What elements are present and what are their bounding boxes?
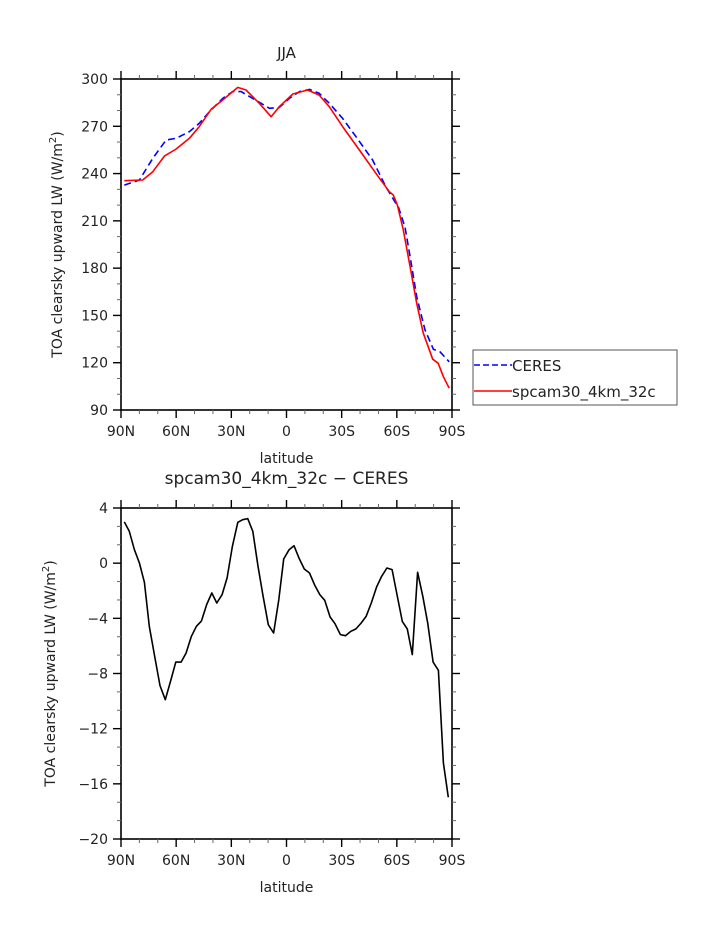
y-tick-label: −8	[87, 667, 108, 683]
series-line-spcam30-4km-32c	[124, 86, 450, 389]
legend-label: CERES	[512, 357, 561, 375]
y-axis-label-part: )	[50, 131, 66, 136]
x-tick-label: 60S	[383, 424, 410, 440]
y-axis-label: TOA clearsky upward LW (W/m2)	[41, 560, 59, 787]
x-tick-label: 30N	[217, 853, 245, 869]
x-tick-label: 30S	[328, 424, 355, 440]
series-line-difference	[123, 517, 450, 798]
plot-frame	[120, 507, 453, 840]
plot-1: JJA 90N 60N 30N 0 30S 60S 90S 90 120 150 180 210 240 2…	[48, 44, 678, 467]
y-tick-label: −20	[78, 832, 108, 848]
y-axis-label-part: TOA clearsky upward LW (W/m	[43, 572, 59, 788]
y-tick-label: 90	[90, 403, 108, 419]
x-tick-label: 30S	[328, 853, 355, 869]
y-axis-label-superscript: 2	[41, 566, 52, 572]
legend: CERES spcam30_4km_32c	[472, 349, 678, 406]
x-tick-label: 0	[282, 424, 291, 440]
y-tick-label: 0	[99, 556, 108, 572]
y-tick-label: 270	[81, 119, 108, 135]
x-axis-label: latitude	[260, 880, 314, 896]
y-axis-label-part: TOA clearsky upward LW (W/m	[50, 143, 66, 359]
chart-title: spcam30_4km_32c − CERES	[165, 469, 409, 489]
plot-2: spcam30_4km_32c − CERES 90N 60N 30N 0 30S 60S 9…	[41, 469, 465, 896]
y-tick-label: 180	[81, 261, 108, 277]
y-tick-label: 4	[99, 501, 108, 517]
x-tick-label: 60S	[383, 853, 410, 869]
y-axis-label-part: )	[43, 560, 59, 565]
legend-box	[472, 349, 678, 406]
x-tick-label: 60N	[162, 424, 190, 440]
x-tick-label: 60N	[162, 853, 190, 869]
y-tick-label: −12	[78, 722, 108, 738]
x-tick-label: 30N	[217, 424, 245, 440]
x-tick-label: 90S	[439, 853, 466, 869]
series-line-ceres	[124, 88, 450, 363]
y-tick-label: 120	[81, 356, 108, 372]
y-tick-label: −16	[78, 777, 108, 793]
y-tick-label: 150	[81, 308, 108, 324]
y-tick-label: 240	[81, 167, 108, 183]
x-axis-label: latitude	[260, 451, 314, 467]
x-tick-label: 0	[282, 853, 291, 869]
y-axis-label-superscript: 2	[48, 137, 59, 143]
y-tick-label: 300	[81, 72, 108, 88]
x-tick-label: 90N	[107, 853, 135, 869]
legend-label: spcam30_4km_32c	[512, 383, 656, 402]
y-tick-label: 210	[81, 214, 108, 230]
plot-frame	[120, 78, 453, 411]
y-tick-label: −4	[87, 611, 108, 627]
chart-title: JJA	[276, 44, 297, 62]
y-axis-label: TOA clearsky upward LW (W/m2)	[48, 131, 66, 358]
x-tick-label: 90N	[107, 424, 135, 440]
x-tick-label: 90S	[439, 424, 466, 440]
